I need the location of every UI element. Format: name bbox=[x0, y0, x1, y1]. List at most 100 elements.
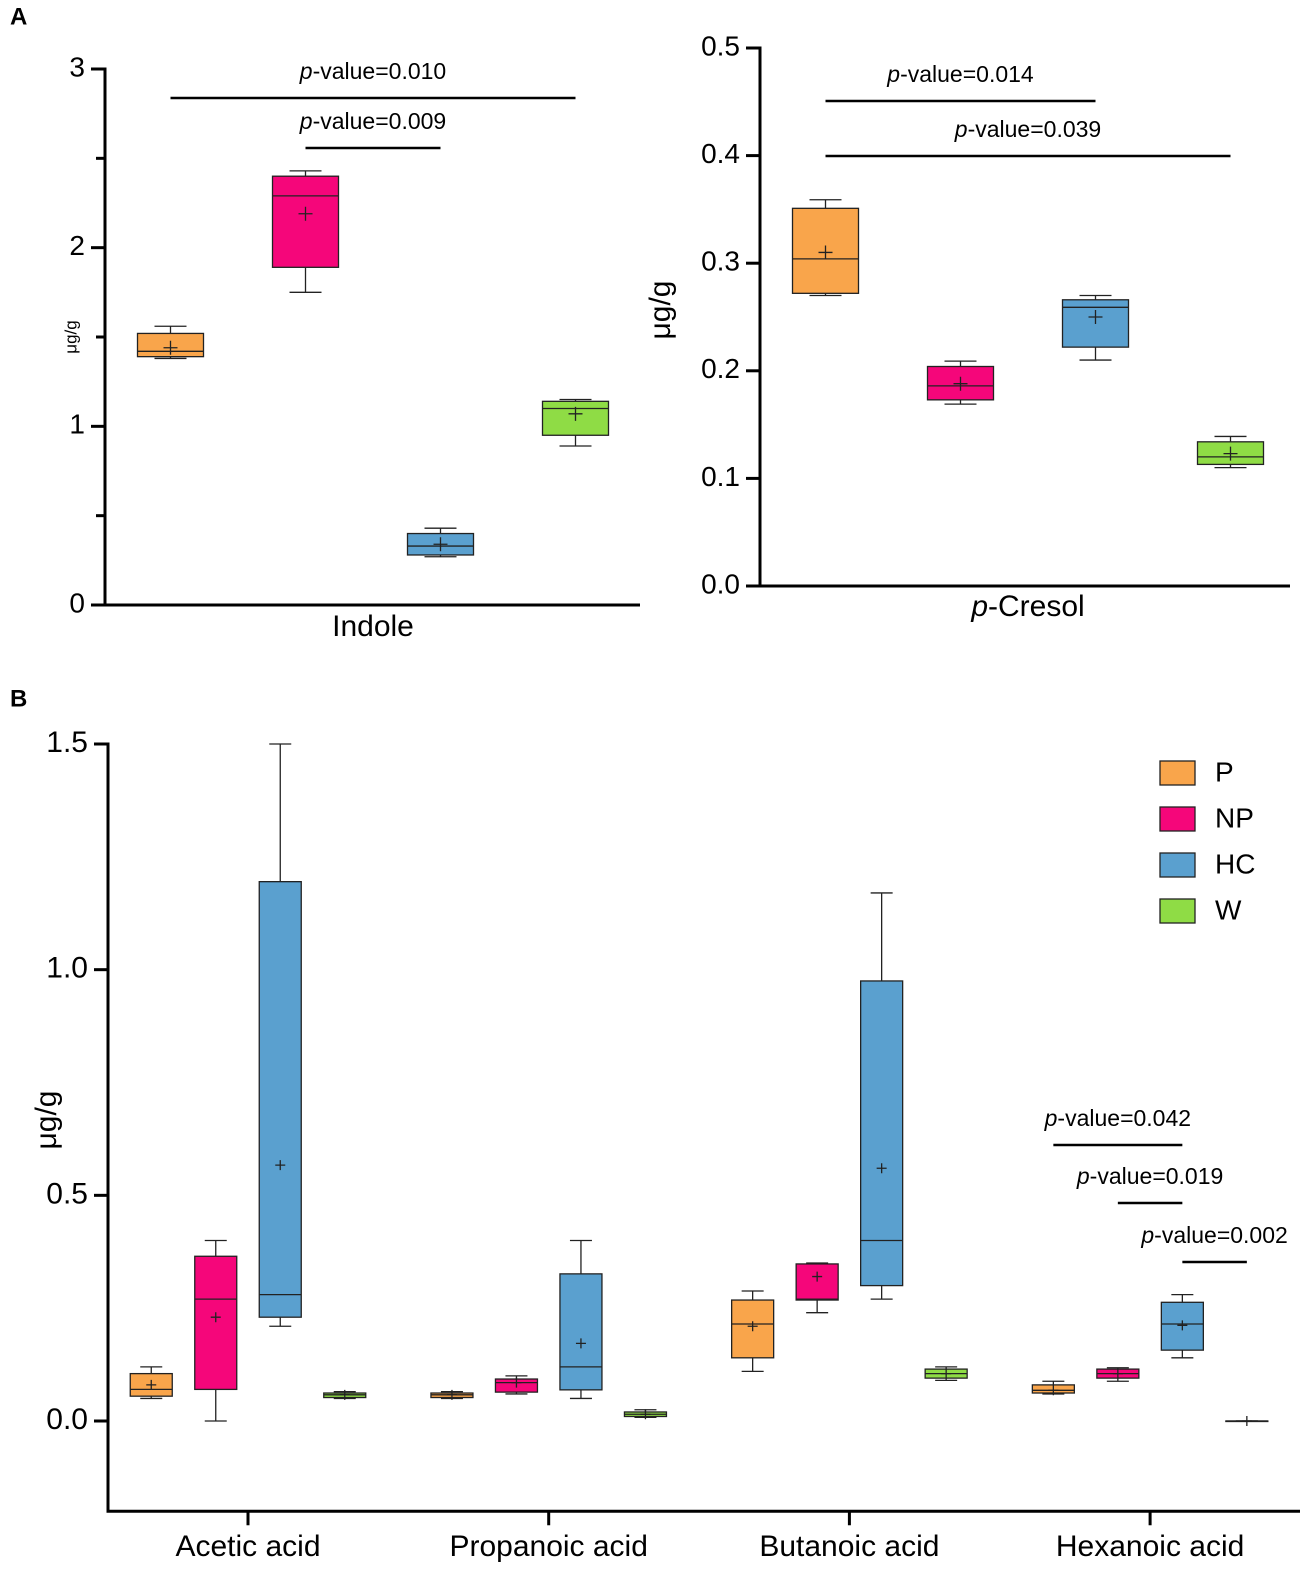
significance-label-rest: -value=0.014 bbox=[900, 61, 1034, 87]
y-tick-label: 3 bbox=[69, 51, 85, 82]
mean bbox=[812, 1271, 823, 1282]
x-tick-label: Acetic acid bbox=[175, 1530, 320, 1563]
legend-swatch bbox=[1159, 852, 1196, 878]
whisker-low bbox=[559, 435, 592, 447]
significance-label-italic: p bbox=[299, 108, 313, 134]
whisker-high bbox=[944, 360, 977, 367]
whisker-low bbox=[870, 1285, 893, 1300]
mean bbox=[1177, 1320, 1188, 1331]
x-tick-label: Butanoic acid bbox=[759, 1530, 939, 1563]
whisker-high bbox=[1079, 294, 1112, 300]
whisker-low bbox=[569, 1389, 592, 1400]
significance-label: p-value=0.009 bbox=[299, 108, 446, 134]
y-tick-label: 2 bbox=[69, 230, 85, 261]
whisker-low bbox=[806, 1300, 829, 1314]
mean bbox=[163, 340, 178, 355]
box bbox=[258, 881, 302, 1318]
significance-label: p-value=0.010 bbox=[299, 58, 446, 84]
mean bbox=[818, 245, 833, 260]
significance-label-italic: p bbox=[954, 116, 968, 142]
y-tick-label: 0.4 bbox=[701, 138, 740, 169]
whisker-high bbox=[741, 1290, 764, 1301]
whisker-low bbox=[269, 1317, 292, 1327]
y-tick-label: 1 bbox=[69, 409, 85, 440]
mean bbox=[446, 1389, 457, 1400]
legend-swatch bbox=[1159, 760, 1196, 786]
significance-label: p-value=0.042 bbox=[1044, 1105, 1191, 1131]
box bbox=[860, 980, 904, 1287]
y-tick-label: 0.0 bbox=[46, 1403, 88, 1436]
significance-label-italic: p bbox=[1076, 1163, 1090, 1189]
box bbox=[271, 175, 340, 268]
significance-label: p-value=0.019 bbox=[1076, 1163, 1223, 1189]
significance-label: p-value=0.014 bbox=[886, 61, 1034, 87]
mean bbox=[640, 1409, 651, 1420]
y-tick-label: 0.3 bbox=[701, 246, 740, 277]
mean bbox=[575, 1338, 586, 1349]
significance-label-rest: -value=0.002 bbox=[1154, 1222, 1288, 1248]
y-tick-label: 0.5 bbox=[46, 1177, 88, 1210]
mean bbox=[953, 376, 968, 391]
y-tick-label: 1.5 bbox=[46, 726, 88, 759]
legend-label: HC bbox=[1215, 848, 1255, 879]
whisker-high bbox=[1171, 1293, 1194, 1303]
significance-label-italic: p bbox=[299, 58, 313, 84]
whisker-high bbox=[204, 1239, 227, 1257]
whisker-high bbox=[154, 325, 187, 334]
x-tick-label-italic: p bbox=[970, 590, 988, 623]
whisker-low bbox=[741, 1357, 764, 1372]
box bbox=[194, 1255, 238, 1391]
x-tick-label: Propanoic acid bbox=[449, 1530, 647, 1563]
whisker-high bbox=[870, 892, 893, 981]
mean bbox=[1112, 1368, 1123, 1379]
whisker-low bbox=[289, 267, 322, 293]
mean bbox=[941, 1368, 952, 1379]
panel-label: A bbox=[10, 3, 27, 30]
whisker-low bbox=[204, 1389, 227, 1422]
mean bbox=[1048, 1385, 1059, 1396]
significance-label-rest: -value=0.010 bbox=[313, 58, 447, 84]
significance-label-italic: p bbox=[886, 61, 900, 87]
whisker-high bbox=[1214, 435, 1247, 442]
legend-label: W bbox=[1215, 894, 1242, 925]
whisker-low bbox=[944, 399, 977, 405]
significance-label-rest: -value=0.009 bbox=[313, 108, 447, 134]
y-tick-label: 0.1 bbox=[701, 461, 740, 492]
mean bbox=[298, 206, 313, 221]
significance-label: p-value=0.002 bbox=[1140, 1222, 1287, 1248]
y-tick-label: 0.0 bbox=[701, 568, 740, 599]
x-tick-label: Indole bbox=[332, 610, 414, 643]
significance-label-rest: -value=0.042 bbox=[1057, 1105, 1191, 1131]
panel-label: B bbox=[10, 685, 27, 712]
y-tick-label: 0.5 bbox=[701, 30, 740, 61]
legend-swatch bbox=[1159, 806, 1196, 832]
mean bbox=[511, 1377, 522, 1388]
x-tick-label: Hexanoic acid bbox=[1056, 1530, 1244, 1563]
mean bbox=[339, 1389, 350, 1400]
significance-label: p-value=0.039 bbox=[954, 116, 1101, 142]
mean bbox=[146, 1379, 157, 1390]
whisker-high bbox=[809, 199, 842, 209]
y-tick-label: 1.0 bbox=[46, 952, 88, 985]
y-axis-label: μg/g bbox=[61, 320, 80, 353]
whisker-low bbox=[1079, 347, 1112, 361]
whisker-high bbox=[424, 527, 457, 534]
whisker-low bbox=[1171, 1350, 1194, 1359]
significance-label-rest: -value=0.019 bbox=[1090, 1163, 1224, 1189]
mean bbox=[1241, 1416, 1252, 1426]
whisker-high bbox=[569, 1239, 592, 1274]
mean bbox=[210, 1312, 221, 1323]
x-tick-label-rest: -Cresol bbox=[988, 590, 1085, 623]
mean bbox=[1223, 446, 1238, 461]
significance-label-rest: -value=0.039 bbox=[968, 116, 1102, 142]
y-axis-label: μg/g bbox=[30, 1091, 63, 1150]
mean bbox=[876, 1163, 887, 1174]
mean bbox=[433, 537, 448, 552]
legend-label: NP bbox=[1215, 802, 1254, 833]
whisker-high bbox=[269, 743, 292, 882]
whisker-high bbox=[289, 170, 322, 177]
mean bbox=[1088, 310, 1103, 324]
mean bbox=[275, 1160, 286, 1171]
y-tick-label: 0.2 bbox=[701, 353, 740, 384]
